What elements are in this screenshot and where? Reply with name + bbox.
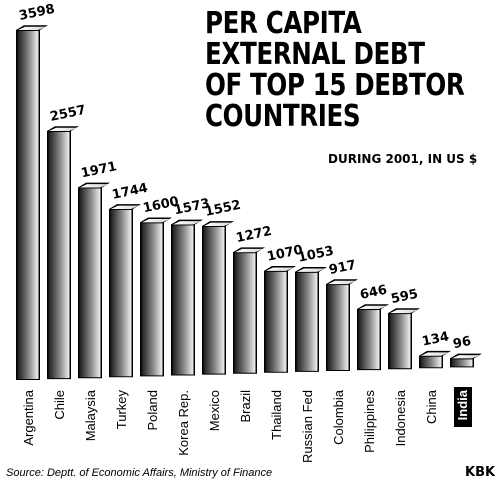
category-label-china: China — [424, 389, 439, 424]
chart-title: PER CAPITA EXTERNAL DEBT OF TOP 15 DEBTO… — [205, 8, 495, 132]
source-note: Source: Deptt. of Economic Affairs, Mini… — [6, 467, 273, 479]
title-line-1: PER CAPITA — [205, 6, 362, 41]
bar-face — [296, 272, 318, 371]
category-label-turkey: Turkey — [114, 390, 129, 430]
highlight-label-box — [454, 387, 472, 427]
bar-indonesia — [388, 308, 420, 370]
bar-top — [328, 280, 356, 285]
bar-face — [358, 310, 380, 370]
bar-top — [18, 26, 46, 30]
value-label-turkey: 1744 — [111, 181, 150, 203]
category-labels-layer: Argentina Chile Malaysia Turkey Poland Korea … — [21, 387, 472, 463]
bar-mexico — [202, 221, 234, 375]
value-label-chile: 2557 — [49, 103, 88, 125]
bar-chile — [47, 126, 79, 380]
category-label-poland: Poland — [145, 390, 160, 430]
bar-top — [452, 355, 480, 359]
bar-colombia — [326, 279, 358, 371]
bar-top — [235, 248, 263, 253]
bar-korea-rep — [171, 219, 203, 376]
brand-credit: KBK — [465, 465, 496, 480]
title-line-3: OF TOP 15 DEBTOR — [205, 68, 465, 103]
bar-face — [141, 223, 163, 376]
value-label-argentina: 3598 — [18, 2, 57, 24]
bar-face — [389, 314, 411, 369]
category-label-malaysia: Malaysia — [83, 389, 98, 441]
value-label-malaysia: 1971 — [80, 159, 119, 181]
value-label-china: 134 — [421, 329, 451, 349]
bar-poland — [140, 217, 172, 377]
chart-subtitle: DURING 2001, IN US $ — [328, 152, 478, 166]
bar-face — [265, 271, 287, 372]
category-label-colombia: Colombia — [331, 389, 346, 445]
bar-top — [390, 309, 418, 314]
bar-face — [79, 188, 101, 378]
value-label-philippines: 646 — [359, 283, 389, 303]
bar-india — [450, 353, 482, 368]
value-label-korea-rep: 1573 — [173, 196, 212, 218]
title-line-2: EXTERNAL DEBT — [205, 37, 425, 72]
bar-top — [266, 267, 294, 271]
bar-malaysia — [78, 182, 110, 379]
value-label-poland: 1600 — [142, 194, 181, 216]
value-label-colombia: 917 — [328, 258, 358, 278]
bar-face — [172, 225, 194, 375]
bar-thailand — [264, 266, 296, 373]
category-label-mexico: Mexico — [207, 390, 222, 431]
bar-philippines — [357, 304, 389, 371]
value-label-indonesia: 595 — [390, 287, 420, 307]
bar-face — [327, 285, 349, 370]
bar-face — [110, 209, 132, 377]
bar-top — [173, 221, 201, 225]
bar-face — [203, 226, 225, 374]
bar-top — [204, 222, 232, 226]
category-label-philippines: Philippines — [362, 390, 377, 453]
bar-face — [451, 359, 473, 367]
category-label-indonesia: Indonesia — [393, 389, 408, 446]
bar-top — [80, 184, 108, 188]
bar-face — [234, 253, 256, 373]
bar-top — [142, 219, 170, 223]
bar-face — [420, 356, 442, 368]
bar-face — [17, 31, 39, 379]
value-label-mexico: 1552 — [204, 198, 243, 220]
bar-argentina — [16, 25, 48, 380]
bar-brazil — [233, 247, 265, 374]
bars-layer — [16, 25, 482, 380]
bar-face — [48, 132, 70, 379]
category-label-brazil: Brazil — [238, 390, 253, 423]
category-label-chile: Chile — [52, 390, 67, 420]
bar-top — [49, 127, 77, 132]
value-label-india: 96 — [452, 334, 473, 352]
category-label-thailand: Thailand — [269, 390, 284, 440]
bar-russian-fed — [295, 267, 327, 372]
category-label-india: India — [455, 389, 470, 420]
bar-china — [419, 350, 451, 369]
bar-top — [297, 268, 325, 272]
title-line-4: COUNTRIES — [205, 99, 361, 134]
category-label-argentina: Argentina — [21, 389, 36, 445]
value-label-thailand: 1070 — [266, 243, 305, 265]
bar-top — [421, 352, 449, 356]
value-label-russian-fed: 1053 — [297, 244, 336, 266]
bar-top — [111, 205, 139, 209]
bar-turkey — [109, 204, 141, 378]
category-label-korea-rep: Korea Rep. — [176, 390, 191, 456]
category-label-russian-fed: Russian Fed — [300, 390, 315, 463]
bar-top — [359, 305, 387, 310]
value-label-brazil: 1272 — [235, 224, 274, 246]
